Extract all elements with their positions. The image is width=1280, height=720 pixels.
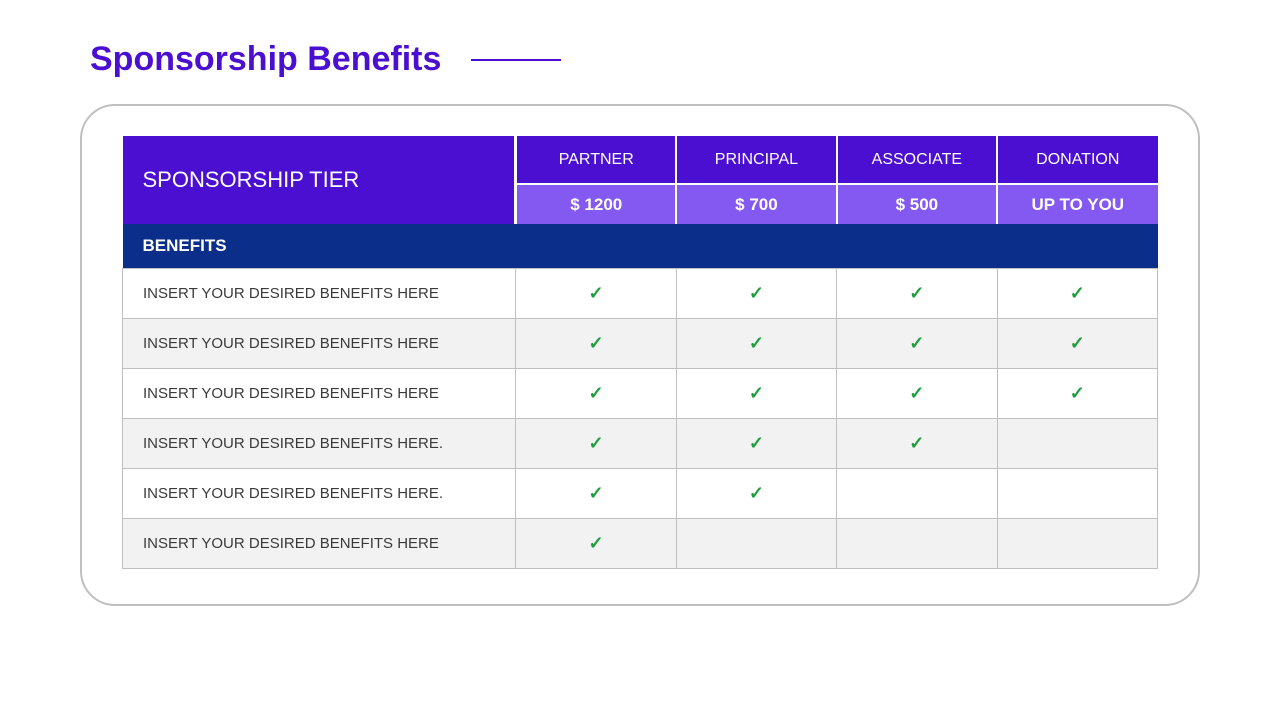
check-icon: ✓ <box>749 284 764 302</box>
tier-price-donation: UP TO YOU <box>997 184 1157 224</box>
benefit-check-cell <box>837 519 997 569</box>
title-accent-line <box>471 59 561 61</box>
benefit-label: INSERT YOUR DESIRED BENEFITS HERE. <box>123 419 516 469</box>
benefit-check-cell: ✓ <box>516 269 676 319</box>
check-icon: ✓ <box>588 434 603 452</box>
check-icon: ✓ <box>1070 384 1085 402</box>
tier-price-principal: $ 700 <box>676 184 836 224</box>
table-row: INSERT YOUR DESIRED BENEFITS HERE ✓ ✓ ✓ ✓ <box>123 269 1158 319</box>
check-icon: ✓ <box>909 284 924 302</box>
check-icon: ✓ <box>749 484 764 502</box>
check-icon: ✓ <box>909 434 924 452</box>
benefits-table: SPONSORSHIP TIER PARTNER PRINCIPAL ASSOC… <box>122 136 1158 569</box>
benefit-check-cell: ✓ <box>676 419 836 469</box>
table-row: INSERT YOUR DESIRED BENEFITS HERE ✓ ✓ ✓ ✓ <box>123 369 1158 419</box>
benefit-label: INSERT YOUR DESIRED BENEFITS HERE <box>123 369 516 419</box>
benefit-check-cell: ✓ <box>997 319 1157 369</box>
benefit-label: INSERT YOUR DESIRED BENEFITS HERE <box>123 319 516 369</box>
benefit-check-cell: ✓ <box>676 269 836 319</box>
benefit-check-cell: ✓ <box>997 269 1157 319</box>
check-icon: ✓ <box>909 334 924 352</box>
benefit-check-cell: ✓ <box>516 469 676 519</box>
check-icon: ✓ <box>909 384 924 402</box>
benefit-check-cell: ✓ <box>516 419 676 469</box>
check-icon: ✓ <box>749 434 764 452</box>
check-icon: ✓ <box>1070 334 1085 352</box>
benefit-check-cell: ✓ <box>837 419 997 469</box>
check-icon: ✓ <box>749 334 764 352</box>
benefit-check-cell <box>997 469 1157 519</box>
benefit-check-cell: ✓ <box>837 319 997 369</box>
check-icon: ✓ <box>749 384 764 402</box>
benefit-check-cell: ✓ <box>837 269 997 319</box>
tier-name-partner: PARTNER <box>516 136 676 184</box>
benefit-check-cell: ✓ <box>676 369 836 419</box>
table-row: INSERT YOUR DESIRED BENEFITS HERE ✓ <box>123 519 1158 569</box>
benefit-check-cell: ✓ <box>516 519 676 569</box>
benefits-card: SPONSORSHIP TIER PARTNER PRINCIPAL ASSOC… <box>80 104 1200 606</box>
check-icon: ✓ <box>588 534 603 552</box>
page-title: Sponsorship Benefits <box>90 40 441 79</box>
check-icon: ✓ <box>588 334 603 352</box>
benefit-check-cell: ✓ <box>516 319 676 369</box>
check-icon: ✓ <box>588 484 603 502</box>
tier-name-associate: ASSOCIATE <box>837 136 997 184</box>
benefit-check-cell <box>997 519 1157 569</box>
benefit-check-cell: ✓ <box>997 369 1157 419</box>
check-icon: ✓ <box>1070 284 1085 302</box>
benefit-label: INSERT YOUR DESIRED BENEFITS HERE <box>123 269 516 319</box>
tier-price-associate: $ 500 <box>837 184 997 224</box>
tier-name-donation: DONATION <box>997 136 1157 184</box>
sponsorship-tier-label: SPONSORSHIP TIER <box>123 136 516 224</box>
benefit-check-cell <box>676 519 836 569</box>
benefit-label: INSERT YOUR DESIRED BENEFITS HERE. <box>123 469 516 519</box>
tier-name-principal: PRINCIPAL <box>676 136 836 184</box>
table-row: INSERT YOUR DESIRED BENEFITS HERE. ✓ ✓ ✓ <box>123 419 1158 469</box>
check-icon: ✓ <box>588 284 603 302</box>
table-row: INSERT YOUR DESIRED BENEFITS HERE. ✓ ✓ <box>123 469 1158 519</box>
slide: Sponsorship Benefits SPONSORSHIP TIER PA… <box>0 0 1280 720</box>
check-icon: ✓ <box>588 384 603 402</box>
benefits-body: INSERT YOUR DESIRED BENEFITS HERE✓✓✓✓INS… <box>123 269 1158 569</box>
benefit-check-cell: ✓ <box>837 369 997 419</box>
benefit-check-cell <box>997 419 1157 469</box>
benefit-label: INSERT YOUR DESIRED BENEFITS HERE <box>123 519 516 569</box>
table-row: INSERT YOUR DESIRED BENEFITS HERE ✓ ✓ ✓ ✓ <box>123 319 1158 369</box>
benefit-check-cell: ✓ <box>676 469 836 519</box>
table-header: SPONSORSHIP TIER PARTNER PRINCIPAL ASSOC… <box>123 136 1158 269</box>
benefit-check-cell <box>837 469 997 519</box>
benefit-check-cell: ✓ <box>676 319 836 369</box>
benefits-section-header: BENEFITS <box>123 224 1158 269</box>
title-row: Sponsorship Benefits <box>90 40 1220 79</box>
benefit-check-cell: ✓ <box>516 369 676 419</box>
tier-price-partner: $ 1200 <box>516 184 676 224</box>
